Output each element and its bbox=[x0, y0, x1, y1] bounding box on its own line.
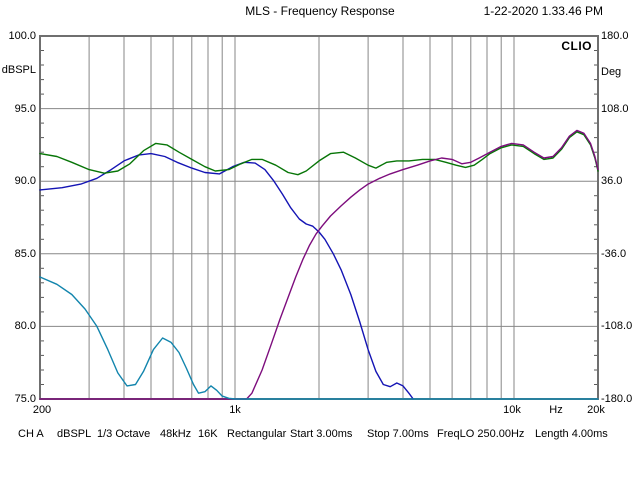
left-axis-tick-label: 90.0 bbox=[14, 175, 36, 187]
status-freq-lo: FreqLO 250.00Hz bbox=[437, 428, 525, 440]
x-axis-unit-label: Hz bbox=[549, 404, 563, 416]
left-axis-tick-label: 85.0 bbox=[14, 248, 36, 260]
clio-brand-label: CLIO bbox=[561, 39, 592, 53]
series-woofer-lowpass-blue bbox=[39, 152, 414, 400]
status-fft-size: 16K bbox=[198, 428, 218, 440]
left-axis-tick-label: 100.0 bbox=[8, 30, 36, 42]
status-sample-rate: 48kHz bbox=[160, 428, 192, 440]
left-axis-tick-label: 75.0 bbox=[14, 393, 36, 405]
status-channel: CH A bbox=[18, 428, 44, 440]
x-axis-tick-label: 10k bbox=[503, 404, 521, 416]
x-axis-tick-label: 20k bbox=[587, 404, 605, 416]
chart-title: MLS - Frequency Response bbox=[245, 4, 395, 18]
right-axis-tick-label: 108.0 bbox=[601, 103, 629, 115]
right-axis-unit-label: Deg bbox=[601, 66, 622, 78]
left-axis-tick-label: 80.0 bbox=[14, 320, 36, 332]
series-lower-trace-cyan bbox=[39, 276, 599, 400]
x-axis-tick-label: 200 bbox=[32, 404, 52, 416]
right-axis-tick-label: 180.0 bbox=[601, 30, 629, 42]
status-units: dBSPL bbox=[57, 428, 92, 440]
right-axis-tick-label: -180.0 bbox=[601, 393, 633, 405]
right-axis-tick-label: 36.0 bbox=[601, 175, 623, 187]
series-summed-response-green bbox=[39, 131, 599, 176]
right-axis-tick-label: -36.0 bbox=[601, 248, 627, 260]
status-window-type: Rectangular bbox=[227, 428, 287, 440]
status-bar: CH A dBSPL 1/3 Octave 48kHz 16K Rectangu… bbox=[0, 428, 640, 444]
series-tweeter-highpass-magenta bbox=[39, 129, 599, 400]
right-axis-tick-label: -108.0 bbox=[601, 320, 633, 332]
status-start-time: Start 3.00ms bbox=[290, 428, 353, 440]
status-smoothing: 1/3 Octave bbox=[97, 428, 151, 440]
status-stop-time: Stop 7.00ms bbox=[367, 428, 429, 440]
measurement-timestamp: 1-22-2020 1.33.46 PM bbox=[483, 4, 603, 18]
x-axis-tick-label: 1k bbox=[229, 404, 241, 416]
left-axis-tick-label: 95.0 bbox=[14, 103, 36, 115]
left-axis-unit-label: dBSPL bbox=[1, 64, 36, 76]
status-length: Length 4.00ms bbox=[535, 428, 608, 440]
title-bar: MLS - Frequency Response 1-22-2020 1.33.… bbox=[0, 4, 640, 20]
